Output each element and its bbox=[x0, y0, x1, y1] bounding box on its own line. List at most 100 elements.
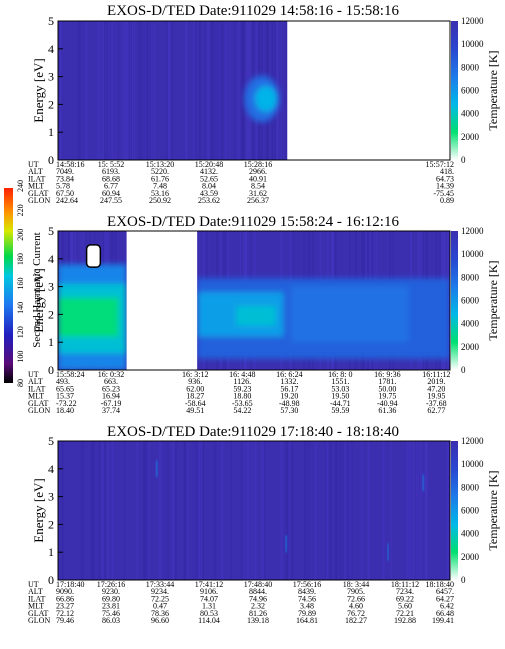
left-colorbar-tick-label: 200 bbox=[16, 229, 25, 241]
info-row-label: UT bbox=[28, 160, 39, 169]
plot-frame bbox=[57, 230, 451, 371]
heatmap-streak bbox=[368, 441, 370, 580]
info-cell: 16.94 bbox=[102, 392, 120, 401]
heatmap-streak bbox=[85, 21, 88, 160]
y-tick-label: 4 bbox=[48, 252, 54, 266]
info-cell: -37.68 bbox=[426, 399, 447, 408]
left-colorbar-gradient bbox=[4, 188, 13, 383]
heatmap-streak bbox=[425, 441, 428, 580]
heatmap-streak bbox=[111, 441, 114, 580]
heatmap-streak bbox=[158, 441, 162, 580]
panel-3-title: EXOS-D/TED Date:911029 17:18:40 - 18:18:… bbox=[107, 424, 399, 440]
heatmap-streak bbox=[237, 21, 240, 160]
heatmap-streak bbox=[328, 441, 332, 580]
y-tick-label: 5 bbox=[48, 224, 54, 238]
info-cell: 7.48 bbox=[153, 182, 167, 191]
heatmap-streak bbox=[200, 441, 203, 580]
left-colorbar-tick-label: 220 bbox=[16, 204, 25, 216]
panel-2: EXOS-D/TED Date:911029 15:58:24 - 16:12:… bbox=[28, 214, 500, 415]
y-tick-label: 2 bbox=[48, 517, 54, 531]
info-cell: 19.95 bbox=[427, 392, 445, 401]
info-row-label: ILAT bbox=[28, 594, 45, 603]
heatmap-streak bbox=[254, 441, 257, 580]
no-data-region bbox=[287, 21, 450, 160]
info-cell: -40.94 bbox=[377, 399, 398, 408]
heatmap-streak bbox=[174, 441, 178, 580]
heatmap-streak bbox=[218, 21, 221, 160]
heatmap-streak bbox=[303, 441, 306, 580]
heatmap-streak bbox=[101, 441, 105, 580]
info-cell: 6.77 bbox=[104, 182, 118, 191]
info-row-label: GLON bbox=[28, 196, 50, 205]
speckle bbox=[422, 474, 425, 492]
heatmap-streak bbox=[228, 21, 230, 160]
heatmap-streak bbox=[335, 441, 338, 580]
heatmap-streak bbox=[224, 21, 227, 160]
info-cell: 16:11:12 bbox=[422, 370, 450, 379]
colorbar-tick-label: 0 bbox=[461, 365, 466, 375]
info-cell: 9234. bbox=[151, 587, 169, 596]
info-cell: 80.53 bbox=[200, 609, 218, 618]
info-cell: 17:33:44 bbox=[146, 580, 174, 589]
y-tick-label: 3 bbox=[48, 280, 54, 294]
info-cell: 9090. bbox=[56, 587, 74, 596]
colorbar-tick-label: 6000 bbox=[461, 506, 480, 516]
heatmap-streak bbox=[91, 441, 93, 580]
info-cell: 663. bbox=[104, 377, 118, 386]
heatmap-streak bbox=[153, 21, 156, 160]
info-cell: 7234. bbox=[396, 587, 414, 596]
info-cell: 19.50 bbox=[331, 392, 349, 401]
heatmap-streak bbox=[404, 441, 406, 580]
speckle bbox=[285, 535, 287, 553]
y-tick-label: 3 bbox=[48, 490, 54, 504]
info-cell: 8.04 bbox=[202, 182, 216, 191]
info-cell: 250.92 bbox=[149, 196, 171, 205]
info-cell: 74.07 bbox=[200, 594, 218, 603]
info-row-label: GLAT bbox=[28, 399, 49, 408]
info-cell: 17:41:12 bbox=[195, 580, 223, 589]
info-cell: 18:18:40 bbox=[426, 580, 454, 589]
heatmap-streak bbox=[167, 21, 170, 160]
heatmap-streak bbox=[417, 441, 419, 580]
info-cell: 23.81 bbox=[102, 602, 120, 611]
info-cell: 57.30 bbox=[280, 406, 298, 415]
heatmap-streak bbox=[59, 21, 61, 160]
heatmap-streak bbox=[149, 21, 153, 160]
heatmap-streak bbox=[143, 441, 147, 580]
speckles bbox=[156, 460, 425, 561]
info-cell: 67.50 bbox=[56, 189, 74, 198]
heatmap-streak bbox=[349, 441, 351, 580]
colorbar-tick-label: 8000 bbox=[461, 62, 480, 72]
info-cell: 6457. bbox=[436, 587, 454, 596]
heatmap-streak bbox=[339, 441, 342, 580]
heatmap-streak bbox=[85, 21, 88, 160]
heatmap-streak bbox=[61, 441, 64, 580]
info-cell: 15.37 bbox=[56, 392, 74, 401]
heatmap-streak bbox=[150, 21, 153, 160]
heatmap-streak bbox=[129, 21, 132, 160]
heatmap-streak bbox=[97, 21, 101, 160]
heatmap-streak bbox=[210, 21, 212, 160]
info-cell: 16: 9:36 bbox=[374, 370, 400, 379]
info-cell: 72.66 bbox=[347, 594, 365, 603]
left-colorbar-label: Second Harmonic Current bbox=[31, 232, 43, 347]
heatmap-streak bbox=[136, 441, 139, 580]
info-cell: 1.31 bbox=[202, 602, 216, 611]
heatmap-streak bbox=[343, 441, 345, 580]
heatmap-streak bbox=[285, 441, 288, 580]
info-cell: 139.18 bbox=[247, 616, 269, 625]
info-cell: -53.65 bbox=[232, 399, 253, 408]
heatmap-streak bbox=[416, 441, 419, 580]
heatmap-streak bbox=[285, 21, 288, 160]
heatmap-streak bbox=[104, 21, 106, 160]
info-cell: 69.80 bbox=[102, 594, 120, 603]
info-cell: 66.48 bbox=[436, 609, 454, 618]
heatmap-streak bbox=[360, 441, 363, 580]
y-tick-label: 4 bbox=[48, 462, 54, 476]
heatmap-streak bbox=[129, 21, 132, 160]
info-cell: 61.76 bbox=[151, 174, 169, 183]
info-cell: 47.20 bbox=[427, 384, 445, 393]
info-cell: 2966. bbox=[249, 167, 267, 176]
info-cell: 8.54 bbox=[251, 182, 265, 191]
heatmap-streak bbox=[101, 21, 104, 160]
